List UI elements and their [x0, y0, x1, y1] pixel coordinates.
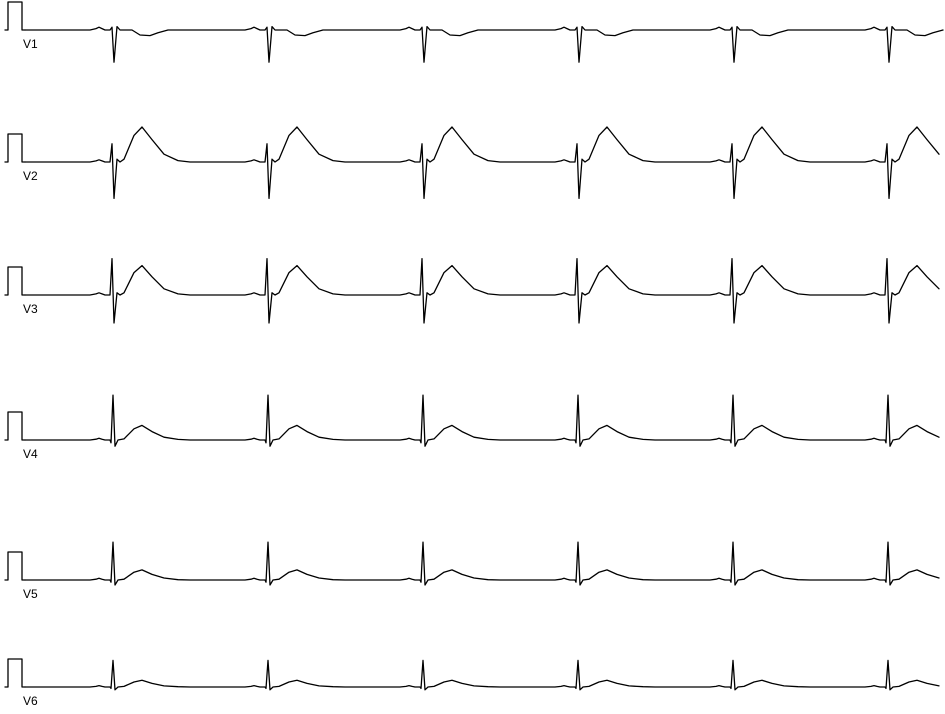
ecg-chart: V1 V2 V3 V4 V5 V6 [0, 0, 945, 714]
lead-label-v5: V5 [23, 587, 38, 601]
lead-label-v2: V2 [23, 169, 38, 183]
lead-label-v1: V1 [23, 37, 38, 51]
chart-background [0, 0, 945, 714]
lead-label-v3: V3 [23, 302, 38, 316]
lead-label-v4: V4 [23, 447, 38, 461]
lead-label-v6: V6 [23, 694, 38, 708]
